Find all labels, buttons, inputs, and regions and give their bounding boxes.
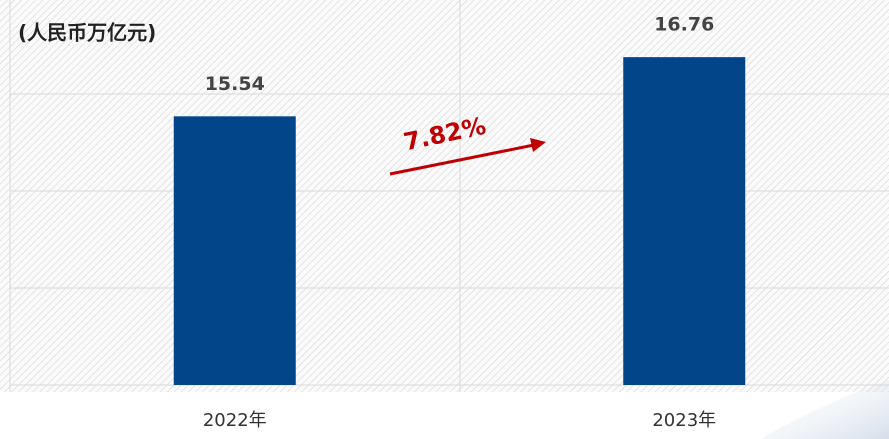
arrow-line [389,143,535,176]
x-tick-label: 2022年 [203,410,267,431]
bar [623,57,746,385]
data-label: 15.54 [205,73,265,95]
unit-label: (人民币万亿元) [18,21,156,45]
arrow-head [530,138,546,152]
growth-arrow [389,138,546,176]
plot-background [0,0,889,392]
decoration [760,380,889,439]
x-tick-label: 2023年 [652,410,716,431]
data-label: 16.76 [654,14,714,36]
bar [173,116,296,385]
